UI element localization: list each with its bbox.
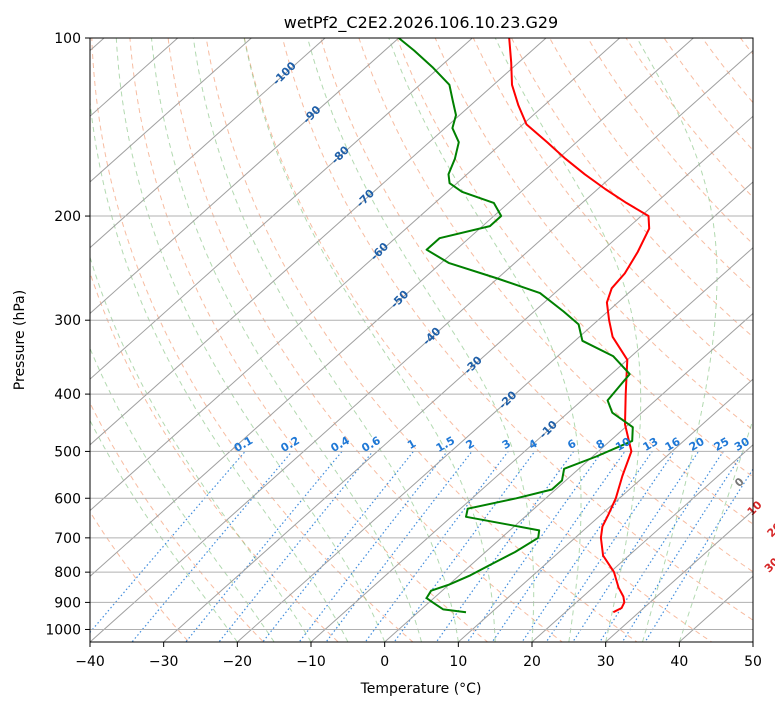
isotherm-line bbox=[310, 247, 753, 642]
moist-adiabat-line bbox=[90, 419, 238, 642]
dry-adiabat-line bbox=[472, 38, 753, 385]
x-tick-label: −10 bbox=[296, 654, 326, 670]
isotherm-line bbox=[90, 38, 253, 183]
x-tick-label: −40 bbox=[75, 654, 105, 670]
dry-adiabat-line bbox=[205, 38, 638, 642]
isotherm-line bbox=[383, 312, 753, 642]
moist-adiabat-line bbox=[90, 97, 349, 642]
x-tick-label: −20 bbox=[223, 654, 253, 670]
isotherm-line bbox=[236, 181, 753, 642]
isotherm-line bbox=[531, 444, 753, 642]
x-tick-label: 40 bbox=[670, 654, 688, 670]
moist-adiabat-line bbox=[388, 38, 582, 642]
chart-title: wetPf2_C2E2.2026.106.10.23.G29 bbox=[284, 13, 558, 33]
temperature-profile-line bbox=[508, 38, 651, 614]
moist-adiabat-line bbox=[494, 38, 642, 642]
dry-adiabat-label: 20 bbox=[765, 520, 775, 540]
y-tick-label: 500 bbox=[54, 444, 81, 460]
moist-adiabat-line bbox=[307, 38, 535, 642]
x-tick-label: 50 bbox=[744, 654, 762, 670]
dewpoint-profile-line bbox=[398, 38, 634, 614]
moist-adiabat-line bbox=[192, 38, 459, 642]
x-tick-label: 20 bbox=[523, 654, 541, 670]
x-tick-label: 10 bbox=[449, 654, 467, 670]
isotherm-line bbox=[0, 11, 61, 654]
isotherm-line bbox=[90, 49, 753, 642]
y-tick-label: 1000 bbox=[45, 622, 81, 638]
y-tick-label: 200 bbox=[54, 209, 81, 225]
y-tick-label: 600 bbox=[54, 491, 81, 507]
dry-adiabat-line bbox=[281, 38, 753, 621]
isotherm-line bbox=[457, 378, 753, 642]
moist-adiabat-line bbox=[636, 38, 718, 642]
isotherm-line bbox=[90, 38, 326, 249]
y-axis-title: Pressure (hPa) bbox=[12, 290, 28, 390]
dry-adiabat-line bbox=[167, 38, 564, 642]
plot-frame bbox=[89, 37, 754, 643]
moist-adiabat-line bbox=[151, 38, 422, 642]
y-tick-label: 700 bbox=[54, 531, 81, 547]
x-tick-label: −30 bbox=[149, 654, 179, 670]
isotherm-line bbox=[90, 38, 547, 446]
x-tick-label: 30 bbox=[597, 654, 615, 670]
moist-adiabat-line bbox=[90, 347, 275, 642]
isotherm-line bbox=[162, 115, 753, 642]
dry-adiabat-line bbox=[320, 38, 753, 573]
y-tick-label: 800 bbox=[54, 565, 81, 581]
moist-adiabat-line bbox=[115, 38, 386, 642]
x-tick-label: 0 bbox=[380, 654, 389, 670]
dry-adiabat-line bbox=[91, 38, 414, 642]
dry-adiabat-line bbox=[243, 38, 713, 642]
x-axis-title: Temperature (°C) bbox=[360, 681, 482, 697]
moist-adiabat-line bbox=[243, 38, 496, 642]
isotherm-line bbox=[90, 38, 695, 577]
y-tick-label: 400 bbox=[54, 387, 81, 403]
isotherm-line bbox=[90, 38, 621, 512]
dry-adiabat-label: 30 bbox=[762, 555, 775, 575]
y-tick-label: 300 bbox=[54, 313, 81, 329]
dry-adiabat-line bbox=[90, 511, 190, 642]
dry-adiabat-label: 40 bbox=[771, 586, 775, 606]
y-tick-label: 900 bbox=[54, 595, 81, 611]
isotherm-line bbox=[90, 38, 474, 380]
isotherm-line bbox=[604, 509, 753, 642]
y-tick-label: 100 bbox=[54, 31, 81, 47]
moist-adiabat-line bbox=[678, 418, 753, 642]
isotherm-line bbox=[90, 38, 400, 315]
